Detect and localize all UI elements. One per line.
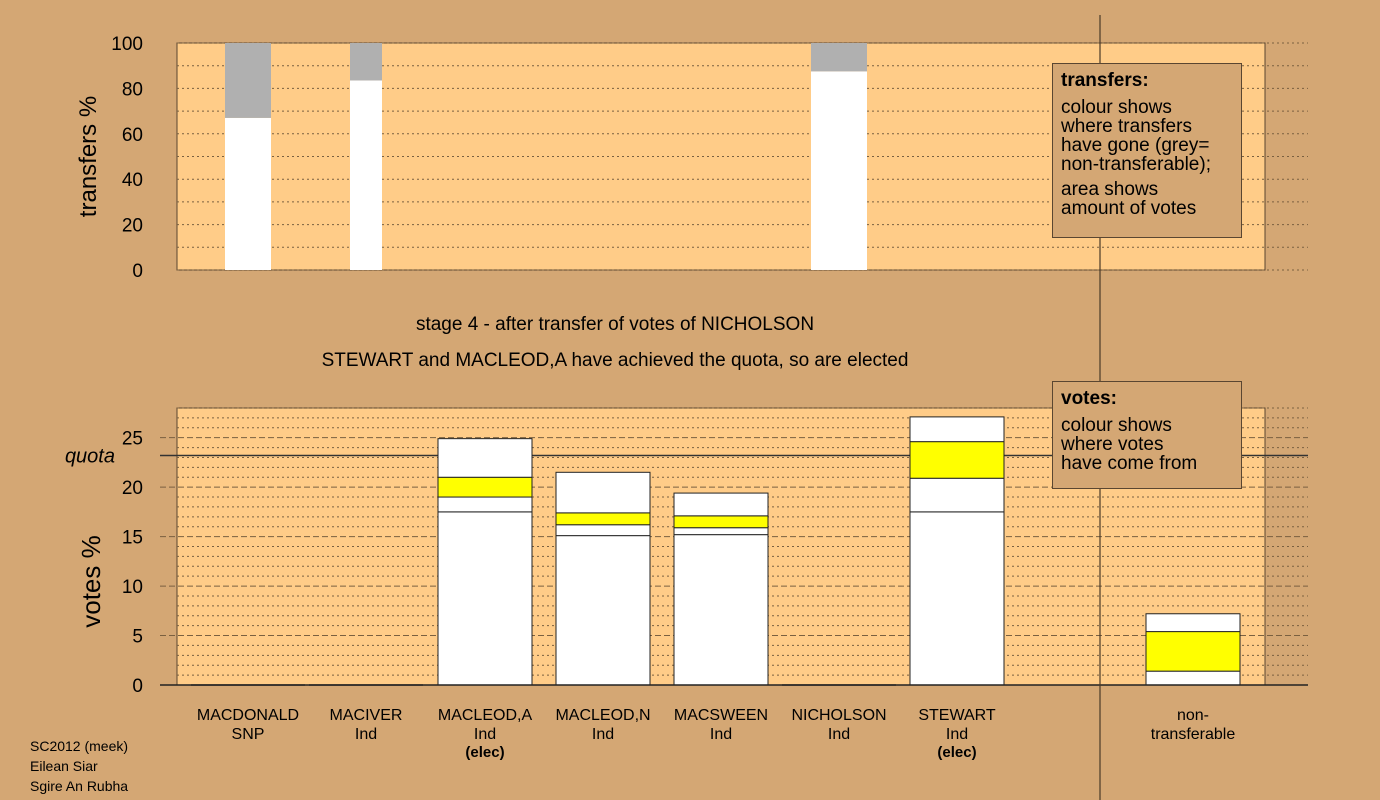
candidate-party-label: transferable: [1151, 726, 1236, 743]
votes-y-tick-label: 20: [122, 478, 143, 499]
vote-bar-segment: [909, 477, 1005, 513]
votes-y-tick-label: 15: [122, 528, 143, 549]
legend-votes: votes: colour shows where votes have com…: [1052, 381, 1242, 489]
legend-transfers-line: area shows: [1061, 179, 1159, 200]
votes-y-tick-label: 0: [132, 676, 143, 697]
vote-bar-segment: [555, 512, 651, 526]
vote-bar-segment: [437, 511, 533, 686]
vote-bar-segment: [673, 527, 769, 536]
stage-title: stage 4 - after transfer of votes of NIC…: [415, 314, 815, 335]
candidate-name-label: MACSWEEN: [674, 707, 768, 724]
transfers-y-tick-label: 60: [122, 125, 143, 146]
candidate-party-label: Ind: [474, 726, 496, 743]
transfer-bar-segment: [350, 80, 382, 270]
transfers-y-tick-label: 80: [122, 79, 143, 100]
vote-bar-segment: [673, 534, 769, 686]
legend-transfers-line: colour shows: [1061, 97, 1172, 118]
transfer-bar-segment: [811, 71, 867, 270]
candidate-elected-label: (elec): [937, 744, 976, 761]
transfers-y-tick-label: 100: [111, 34, 143, 55]
transfers-y-tick-label: 0: [132, 261, 143, 282]
candidate-elected-label: (elec): [465, 744, 504, 761]
vote-bar-segment: [673, 492, 769, 517]
votes-y-tick-label: 10: [122, 577, 143, 598]
legend-votes-text: colour shows where votes have come from: [1061, 416, 1233, 473]
legend-transfers: transfers: colour shows where transfers …: [1052, 63, 1242, 238]
votes-y-tick-label: 25: [122, 429, 143, 450]
legend-votes-line: where votes: [1061, 434, 1164, 455]
quota-label: quota: [65, 445, 115, 467]
transfer-bar-segment: [225, 117, 271, 270]
candidate-name-label: NICHOLSON: [791, 707, 886, 724]
footer: SC2012 (meek) Eilean Siar Sgire An Rubha: [30, 736, 128, 796]
transfer-bar-segment: [225, 43, 271, 118]
candidate-name-label: MACLEOD,N: [555, 707, 650, 724]
footer-council: Eilean Siar: [30, 758, 98, 774]
vote-bar-segment: [555, 471, 651, 514]
legend-transfers-title: transfers:: [1061, 70, 1149, 91]
vote-bar-segment: [673, 515, 769, 529]
vote-bar-segment: [437, 438, 533, 478]
vote-bar-segment: [909, 441, 1005, 479]
vote-bar-segment: [909, 416, 1005, 443]
transfers-y-tick-label: 20: [122, 216, 143, 237]
vote-bar-segment: [555, 535, 651, 686]
vote-bar-segment: [437, 496, 533, 513]
votes-y-tick-label: 5: [132, 627, 143, 648]
candidate-party-label: Ind: [710, 726, 732, 743]
legend-transfers-line: amount of votes: [1061, 198, 1197, 219]
candidate-name-label: STEWART: [918, 707, 996, 724]
legend-transfers-area-text: area shows amount of votes: [1061, 180, 1233, 218]
candidate-party-label: Ind: [355, 726, 377, 743]
legend-transfers-text: colour shows where transfers have gone (…: [1061, 98, 1233, 174]
vote-bar-segment: [555, 524, 651, 537]
vote-bar-segment: [909, 511, 1005, 686]
candidate-party-label: Ind: [828, 726, 850, 743]
legend-votes-line: have come from: [1061, 453, 1198, 474]
transfers-y-tick-label: 40: [122, 170, 143, 191]
vote-bar-segment: [1145, 613, 1241, 633]
transfers-y-axis-label: transfers %: [75, 96, 102, 217]
candidate-name-label: MACDONALD: [197, 707, 299, 724]
candidate-name-label: non-: [1177, 707, 1209, 724]
vote-bar-segment: [1145, 631, 1241, 672]
candidate-name-label: MACLEOD,A: [438, 707, 533, 724]
candidate-party-label: Ind: [592, 726, 614, 743]
candidate-party-label: SNP: [232, 726, 265, 743]
footer-ward: Sgire An Rubha: [30, 778, 129, 794]
legend-votes-line: colour shows: [1061, 415, 1172, 436]
transfer-bar-segment: [811, 43, 867, 72]
legend-transfers-line: non-transferable);: [1061, 154, 1211, 175]
vote-bar-segment: [437, 476, 533, 498]
vote-bar-segment: [1145, 670, 1241, 686]
stage-subtitle: STEWART and MACLEOD,A have achieved the …: [321, 350, 909, 371]
candidate-name-label: MACIVER: [330, 707, 403, 724]
footer-method: SC2012 (meek): [30, 738, 129, 754]
votes-y-axis-label: votes %: [76, 535, 106, 628]
candidate-party-label: Ind: [946, 726, 968, 743]
legend-transfers-line: where transfers: [1061, 116, 1192, 137]
transfer-bar-segment: [350, 43, 382, 81]
legend-votes-title: votes:: [1061, 388, 1117, 409]
legend-transfers-line: have gone (grey=: [1061, 135, 1210, 156]
